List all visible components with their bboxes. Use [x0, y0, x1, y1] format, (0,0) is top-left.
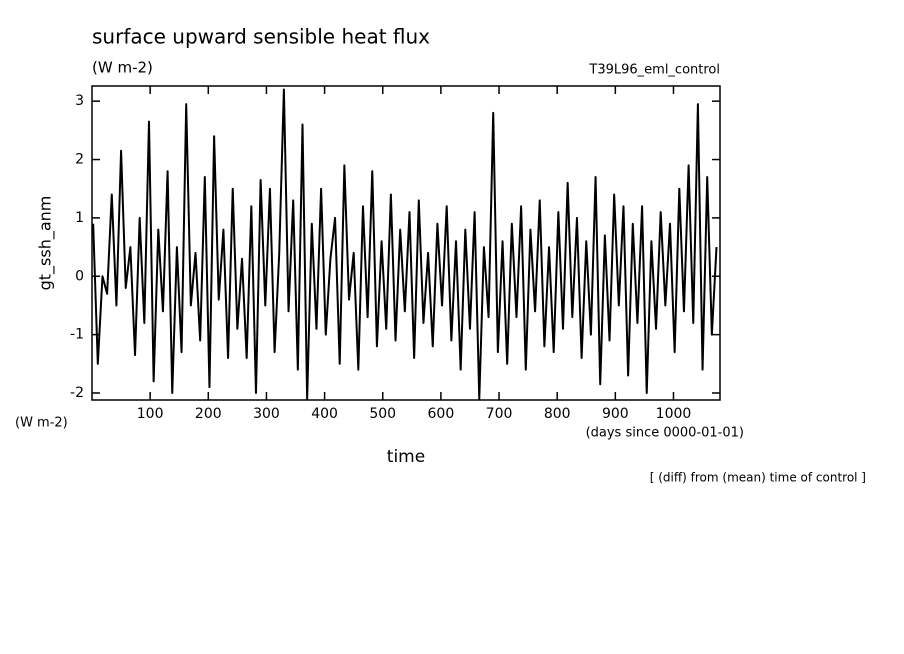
x-tick-label: 700: [486, 406, 513, 422]
y-tick-label: -1: [70, 327, 84, 343]
chart-title: surface upward sensible heat flux: [92, 25, 430, 49]
plot-frame: [91, 85, 721, 401]
x-tick-label: 900: [602, 406, 629, 422]
note: [ (diff) from (mean) time of control ]: [650, 471, 866, 485]
y-units: (W m-2): [15, 416, 68, 431]
x-units: (days since 0000-01-01): [586, 426, 744, 441]
x-axis-label: time: [387, 447, 425, 467]
y-tick-label: 1: [75, 210, 84, 226]
x-tick-label: 1000: [656, 406, 692, 422]
x-tick-label: 800: [544, 406, 571, 422]
y-tick-label: 3: [75, 93, 84, 109]
x-tick-label: 100: [137, 406, 164, 422]
y-tick-label: -2: [70, 385, 84, 401]
y-tick-label: 0: [75, 268, 84, 284]
y-tick-label: 2: [75, 152, 84, 168]
x-tick-label: 200: [195, 406, 222, 422]
units: (W m-2): [92, 59, 153, 77]
y-axis-label: gt_ssh_anm: [36, 196, 56, 291]
x-tick-label: 600: [428, 406, 455, 422]
run-name: T39L96_eml_control: [588, 63, 720, 78]
data-line: [92, 88, 718, 400]
x-tick-label: 400: [311, 406, 338, 422]
x-tick-label: 500: [369, 406, 396, 422]
x-tick-label: 300: [253, 406, 280, 422]
